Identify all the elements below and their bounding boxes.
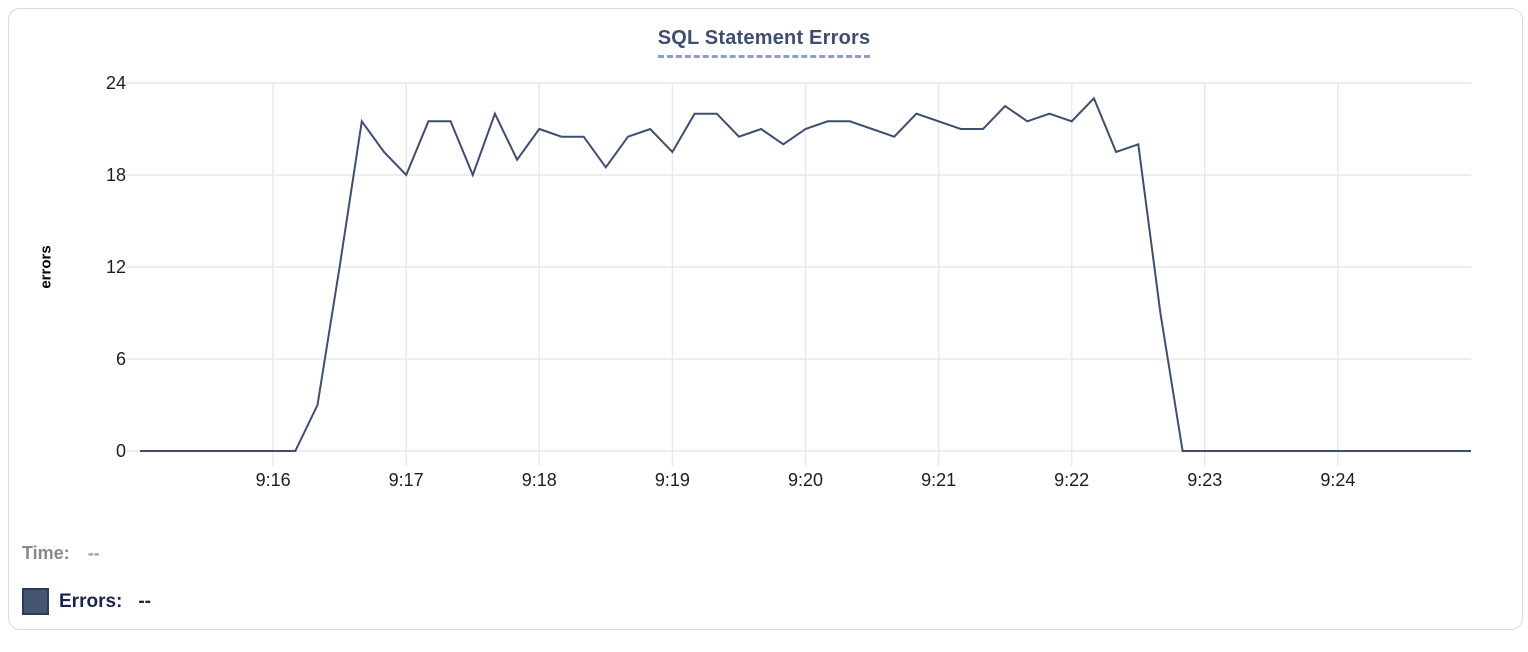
y-axis-tick-label: 6 bbox=[115, 349, 126, 369]
y-axis-tick-label: 18 bbox=[105, 165, 126, 185]
x-axis-tick-label: 9:21 bbox=[921, 470, 957, 490]
x-axis-tick-label: 9:17 bbox=[388, 470, 424, 490]
x-axis-tick-label: 9:24 bbox=[1320, 470, 1356, 490]
chart-title[interactable]: SQL Statement Errors bbox=[657, 27, 871, 58]
errors-value: -- bbox=[138, 590, 152, 612]
x-axis-tick-label: 9:16 bbox=[255, 470, 291, 490]
y-axis-tick-label: 0 bbox=[115, 441, 126, 461]
time-label: Time: bbox=[22, 543, 70, 563]
time-value: -- bbox=[87, 543, 100, 563]
x-axis-tick-label: 9:20 bbox=[787, 470, 824, 490]
chart-card bbox=[8, 8, 1523, 630]
tooltip-time-row: Time: -- bbox=[22, 543, 100, 564]
errors-label: Errors: bbox=[59, 590, 123, 612]
tooltip-errors-row: Errors: -- bbox=[22, 588, 151, 615]
y-axis-tick-label: 12 bbox=[105, 257, 126, 277]
x-axis-tick-label: 9:22 bbox=[1054, 470, 1090, 490]
errors-series-swatch bbox=[22, 588, 49, 615]
y-axis-tick-label: 24 bbox=[105, 73, 126, 93]
chart-title-wrap: SQL Statement Errors bbox=[0, 27, 1528, 58]
x-axis-tick-label: 9:23 bbox=[1187, 470, 1223, 490]
x-axis-tick-label: 9:18 bbox=[521, 470, 557, 490]
errors-series-line[interactable] bbox=[140, 96, 1471, 452]
x-axis-tick-label: 9:19 bbox=[654, 470, 690, 490]
y-axis-title: errors bbox=[37, 245, 55, 289]
